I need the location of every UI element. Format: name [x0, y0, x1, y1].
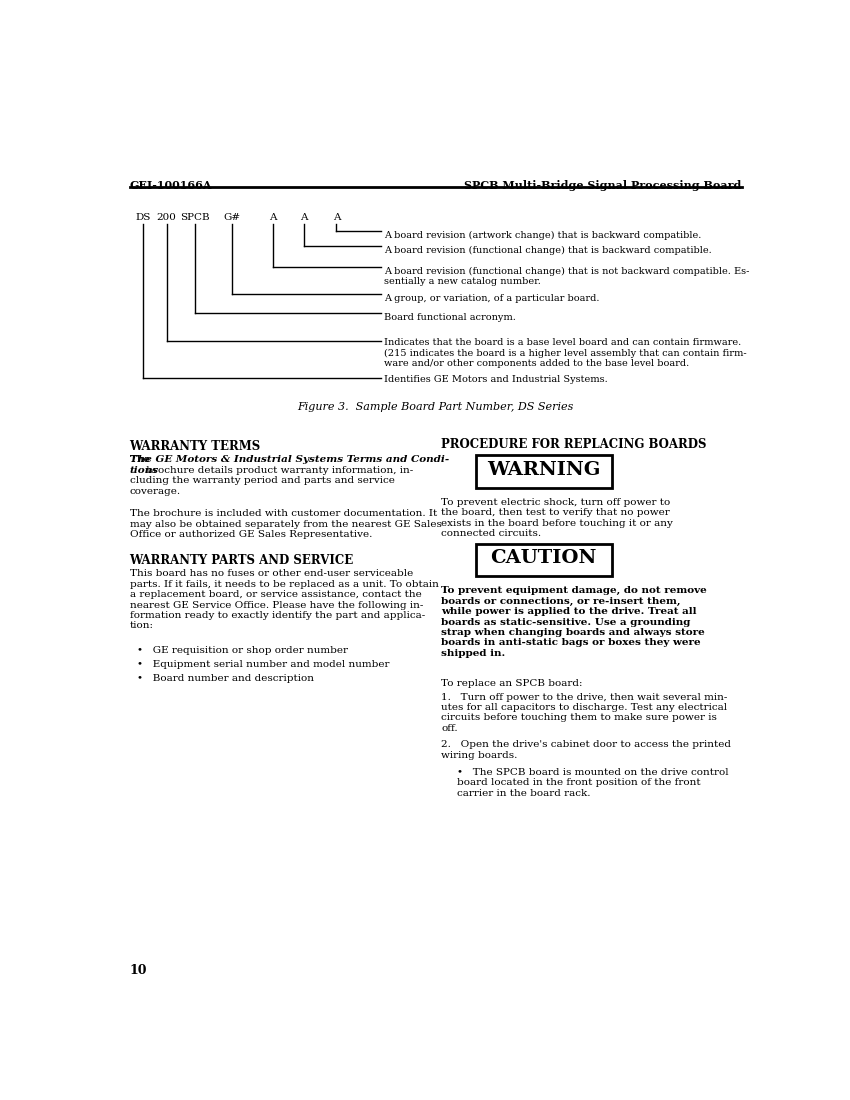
- Text: WARRANTY PARTS AND SERVICE: WARRANTY PARTS AND SERVICE: [129, 554, 354, 566]
- Text: 1.   Turn off power to the drive, then wait several min-
utes for all capacitors: 1. Turn off power to the drive, then wai…: [441, 693, 728, 733]
- Text: SPCB: SPCB: [180, 213, 210, 222]
- Text: CAUTION: CAUTION: [490, 549, 597, 568]
- Text: The GE Motors & Industrial Systems Terms and Condi-
tions: The GE Motors & Industrial Systems Terms…: [129, 455, 449, 475]
- Text: A board revision (functional change) that is backward compatible.: A board revision (functional change) tha…: [383, 246, 711, 255]
- Text: DS: DS: [136, 213, 151, 222]
- Text: A group, or variation, of a particular board.: A group, or variation, of a particular b…: [383, 294, 599, 302]
- Text: Board functional acronym.: Board functional acronym.: [383, 312, 516, 322]
- Text: WARRANTY TERMS: WARRANTY TERMS: [129, 440, 261, 453]
- Text: A: A: [269, 213, 276, 222]
- Text: GEI-100166A: GEI-100166A: [129, 179, 212, 190]
- Text: 10: 10: [129, 964, 147, 977]
- Text: Identifies GE Motors and Industrial Systems.: Identifies GE Motors and Industrial Syst…: [383, 374, 608, 384]
- Text: WARNING: WARNING: [487, 461, 600, 478]
- Text: •   Board number and description: • Board number and description: [137, 674, 314, 683]
- Text: A board revision (functional change) that is not backward compatible. Es-
sentia: A board revision (functional change) tha…: [383, 267, 749, 286]
- Text: The brochure is included with customer documentation. It
may also be obtained se: The brochure is included with customer d…: [129, 509, 441, 539]
- Text: The: The: [129, 455, 153, 464]
- Text: •   Equipment serial number and model number: • Equipment serial number and model numb…: [137, 660, 390, 669]
- Text: •   GE requisition or shop order number: • GE requisition or shop order number: [137, 647, 348, 656]
- Text: 2.   Open the drive's cabinet door to access the printed
wiring boards.: 2. Open the drive's cabinet door to acce…: [441, 740, 731, 760]
- Bar: [476, 543, 611, 576]
- Text: A: A: [332, 213, 340, 222]
- Text: This board has no fuses or other end-user serviceable
parts. If it fails, it nee: This board has no fuses or other end-use…: [129, 570, 439, 630]
- Text: G#: G#: [224, 213, 241, 222]
- Bar: [476, 455, 611, 487]
- Text: Indicates that the board is a base level board and can contain firmware.
(215 in: Indicates that the board is a base level…: [383, 339, 746, 369]
- Text: Figure 3.  Sample Board Part Number, DS Series: Figure 3. Sample Board Part Number, DS S…: [298, 402, 574, 411]
- Text: The                                                       
     brochure details: The brochure details: [129, 455, 413, 496]
- Text: To prevent equipment damage, do not remove
boards or connections, or re-insert t: To prevent equipment damage, do not remo…: [441, 586, 707, 658]
- Text: SPCB Multi-Bridge Signal Processing Board: SPCB Multi-Bridge Signal Processing Boar…: [464, 179, 742, 190]
- Text: PROCEDURE FOR REPLACING BOARDS: PROCEDURE FOR REPLACING BOARDS: [441, 439, 706, 451]
- Text: A board revision (artwork change) that is backward compatible.: A board revision (artwork change) that i…: [383, 231, 701, 240]
- Text: •   The SPCB board is mounted on the drive control
board located in the front po: • The SPCB board is mounted on the drive…: [456, 768, 728, 798]
- Text: 200: 200: [156, 213, 177, 222]
- Text: A: A: [300, 213, 308, 222]
- Text: To prevent electric shock, turn off power to
the board, then test to verify that: To prevent electric shock, turn off powe…: [441, 497, 673, 538]
- Text: To replace an SPCB board:: To replace an SPCB board:: [441, 679, 582, 688]
